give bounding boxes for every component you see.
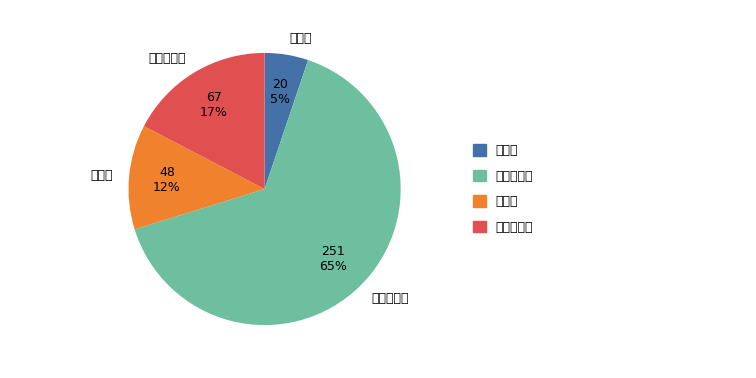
Wedge shape bbox=[144, 53, 265, 189]
Wedge shape bbox=[129, 126, 265, 229]
Wedge shape bbox=[265, 53, 308, 189]
Text: 251
65%: 251 65% bbox=[319, 245, 347, 273]
Text: わからない: わからない bbox=[148, 52, 185, 65]
Text: 増えた: 増えた bbox=[290, 32, 311, 45]
Text: 同じぐらい: 同じぐらい bbox=[371, 291, 408, 305]
Legend: 増えた, 同じぐらい, 減った, わからない: 増えた, 同じぐらい, 減った, わからない bbox=[468, 139, 538, 239]
Wedge shape bbox=[135, 60, 401, 325]
Text: 減った: 減った bbox=[90, 169, 113, 182]
Text: 67
17%: 67 17% bbox=[200, 91, 228, 119]
Text: 20
5%: 20 5% bbox=[271, 78, 290, 106]
Text: 48
12%: 48 12% bbox=[153, 166, 181, 194]
